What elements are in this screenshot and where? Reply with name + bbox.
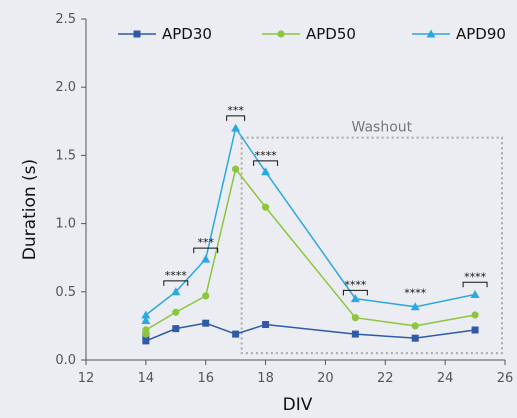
series-line-apd50 [145, 167, 476, 331]
x-tick-label: 26 [497, 371, 514, 386]
significance-bracket [163, 280, 189, 286]
data-point-apd50 [142, 330, 150, 338]
data-point-apd30 [351, 330, 359, 338]
legend-label-apd30: APD30 [162, 25, 212, 43]
data-point-apd90 [350, 294, 360, 303]
data-point-apd90 [171, 287, 181, 296]
x-tick-label: 14 [138, 371, 155, 386]
data-point-apd90 [410, 302, 420, 311]
y-tick-label: 0.0 [55, 353, 76, 368]
x-tick-label: 22 [377, 371, 394, 386]
data-point-apd50 [232, 165, 240, 173]
data-point-apd30 [471, 326, 479, 334]
legend-label-apd90: APD90 [456, 25, 506, 43]
data-point-apd50 [411, 322, 419, 330]
data-point-apd30 [262, 321, 270, 329]
significance-bracket [462, 281, 488, 288]
data-point-apd30 [202, 319, 210, 327]
significance-label: **** [344, 278, 367, 291]
data-point-apd50 [202, 292, 210, 300]
washout-label: Washout [352, 120, 413, 136]
data-point-apd50 [172, 308, 180, 316]
legend-marker-apd90 [426, 29, 436, 38]
legend-label-apd50: APD50 [306, 25, 356, 43]
data-point-apd30 [411, 334, 419, 342]
significance-bracket [253, 160, 279, 166]
x-tick-label: 12 [78, 371, 95, 386]
data-point-apd30 [142, 337, 150, 345]
x-tick-label: 16 [197, 371, 214, 386]
y-axis-title: Duration (s) [20, 159, 40, 260]
significance-label: **** [464, 270, 487, 283]
significance-label: **** [404, 287, 427, 300]
x-tick-label: 24 [437, 371, 454, 386]
data-point-apd50 [471, 311, 479, 319]
data-point-apd90 [231, 123, 241, 132]
legend-marker-apd50 [277, 30, 285, 38]
significance-bracket [193, 247, 219, 254]
data-point-apd90 [261, 167, 271, 176]
significance-label: *** [227, 104, 244, 117]
x-tick-label: 20 [317, 371, 334, 386]
data-point-apd30 [172, 325, 180, 333]
y-tick-label: 1.5 [55, 148, 76, 163]
data-point-apd50 [261, 203, 270, 211]
y-tick-label: 0.5 [55, 285, 76, 300]
y-tick-label: 2.0 [55, 80, 76, 95]
data-point-apd90 [141, 315, 151, 324]
significance-label: *** [197, 236, 214, 249]
significance-label: **** [255, 149, 278, 162]
significance-bracket [342, 289, 368, 296]
washout-region [240, 136, 504, 355]
y-tick-label: 1.0 [55, 217, 76, 232]
data-point-apd90 [141, 310, 151, 319]
data-point-apd50 [351, 314, 359, 322]
legend-marker-apd30 [133, 30, 141, 38]
data-point-apd30 [232, 330, 240, 338]
data-point-apd90 [470, 290, 480, 299]
series-line-apd90 [145, 126, 476, 316]
x-axis-title: DIV [283, 395, 313, 415]
significance-label: **** [165, 269, 188, 282]
data-point-apd90 [201, 254, 211, 263]
y-tick-label: 2.5 [55, 12, 76, 27]
significance-bracket [226, 115, 246, 121]
series-line-apd30 [145, 322, 476, 342]
x-tick-label: 18 [257, 371, 274, 386]
